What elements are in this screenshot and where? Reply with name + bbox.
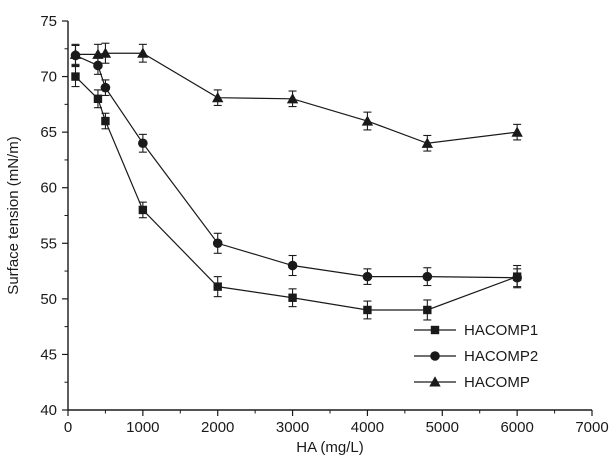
y-tick-label: 65 [40, 124, 57, 141]
data-point [286, 93, 299, 104]
x-tick-label: 2000 [201, 419, 234, 436]
x-tick-label: 6000 [500, 419, 533, 436]
data-point [421, 137, 434, 148]
data-point [93, 94, 103, 103]
legend-label: HACOMP2 [464, 348, 538, 365]
y-axis-title: Surface tension (mN/m) [5, 136, 22, 294]
data-point [138, 205, 148, 215]
plot-marks [69, 42, 523, 321]
data-point [213, 282, 222, 291]
legend: HACOMP1 HACOMP2 HACOMP [414, 322, 538, 391]
data-point [99, 47, 112, 58]
series-hacomp [69, 42, 523, 152]
data-point [363, 305, 372, 315]
x-tick-label: 7000 [575, 419, 608, 436]
y-tick-label: 40 [40, 402, 57, 419]
data-point [362, 271, 373, 282]
data-point [512, 272, 522, 283]
legend-marker [430, 351, 440, 361]
data-point [93, 60, 103, 71]
x-axis-ticks: 0 1000 2000 3000 4000 5000 6000 7000 [64, 410, 609, 436]
data-point [69, 48, 82, 59]
legend-item: HACOMP1 [414, 322, 538, 339]
data-point [287, 260, 298, 271]
x-tick-label: 0 [64, 419, 72, 436]
data-point [288, 293, 297, 302]
series-hacomp2 [70, 44, 522, 288]
data-point [71, 72, 80, 81]
legend-item: HACOMP2 [414, 348, 538, 365]
x-tick-label: 5000 [426, 419, 459, 436]
y-axis-ticks: 40 45 50 55 60 65 70 75 [40, 13, 68, 419]
data-point [423, 305, 432, 315]
legend-item: HACOMP [414, 374, 530, 391]
legend-label: HACOMP1 [464, 322, 538, 339]
y-tick-label: 50 [40, 291, 57, 308]
series-line [75, 54, 518, 279]
series-line [75, 52, 518, 144]
x-axis-title: HA (mg/L) [296, 439, 364, 456]
x-tick-label: 3000 [276, 419, 309, 436]
data-point [212, 238, 223, 249]
x-tick-label: 1000 [126, 419, 159, 436]
data-point [422, 271, 433, 282]
data-point [138, 138, 148, 149]
data-point [511, 126, 523, 137]
data-point [361, 115, 374, 126]
data-point [212, 91, 224, 103]
data-point [100, 82, 111, 93]
data-point [137, 47, 149, 58]
y-tick-label: 45 [40, 346, 57, 363]
legend-label: HACOMP [464, 374, 530, 391]
series-hacomp1 [71, 66, 522, 321]
y-tick-label: 60 [40, 180, 57, 197]
y-tick-label: 55 [40, 235, 57, 252]
x-tick-label: 4000 [351, 419, 384, 436]
data-point [101, 116, 110, 126]
series-line [75, 76, 518, 311]
legend-marker [430, 325, 440, 335]
legend-marker [429, 376, 441, 387]
y-tick-label: 70 [40, 69, 57, 86]
y-tick-label: 75 [40, 13, 57, 30]
